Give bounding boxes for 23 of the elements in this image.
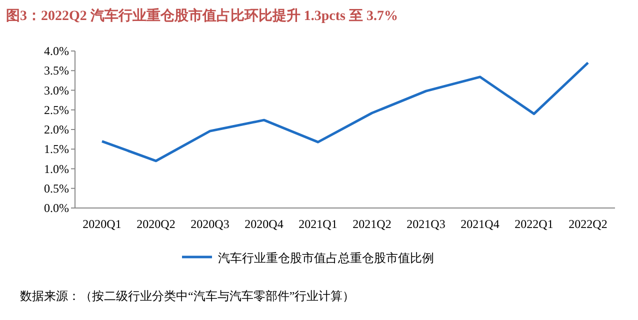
source-note: 数据来源：（按二级行业分类中“汽车与汽车零部件”行业计算） (20, 289, 355, 303)
y-tick-label: 0.0% (44, 201, 69, 215)
y-tick-label: 1.5% (44, 142, 69, 156)
y-tick-label: 1.0% (44, 162, 69, 176)
y-tick-label: 3.0% (44, 83, 69, 98)
x-tick-label: 2020Q2 (136, 217, 176, 231)
x-tick-label: 2021Q3 (406, 217, 446, 231)
x-tick-label: 2022Q2 (568, 217, 608, 231)
y-tick-label: 0.5% (44, 181, 69, 196)
x-tick-label: 2022Q1 (514, 217, 554, 231)
legend-label: 汽车行业重仓股市值占总重仓股市值比例 (218, 251, 434, 265)
x-tick-label: 2021Q4 (460, 217, 500, 231)
y-tick-label: 4.0% (44, 44, 69, 58)
chart-title: 图3：2022Q2 汽车行业重仓股市值占比环比提升 1.3pcts 至 3.7% (6, 7, 398, 24)
x-tick-label: 2020Q1 (82, 217, 122, 231)
x-tick-label: 2021Q2 (352, 217, 392, 231)
x-tick-label: 2020Q4 (244, 217, 284, 231)
x-tick-label: 2021Q1 (298, 217, 338, 231)
y-tick-label: 2.0% (44, 122, 69, 136)
y-tick-label: 2.5% (44, 102, 69, 117)
y-tick-label: 3.5% (44, 64, 69, 78)
line-series (100, 62, 590, 162)
x-tick-label: 2020Q3 (190, 217, 230, 231)
